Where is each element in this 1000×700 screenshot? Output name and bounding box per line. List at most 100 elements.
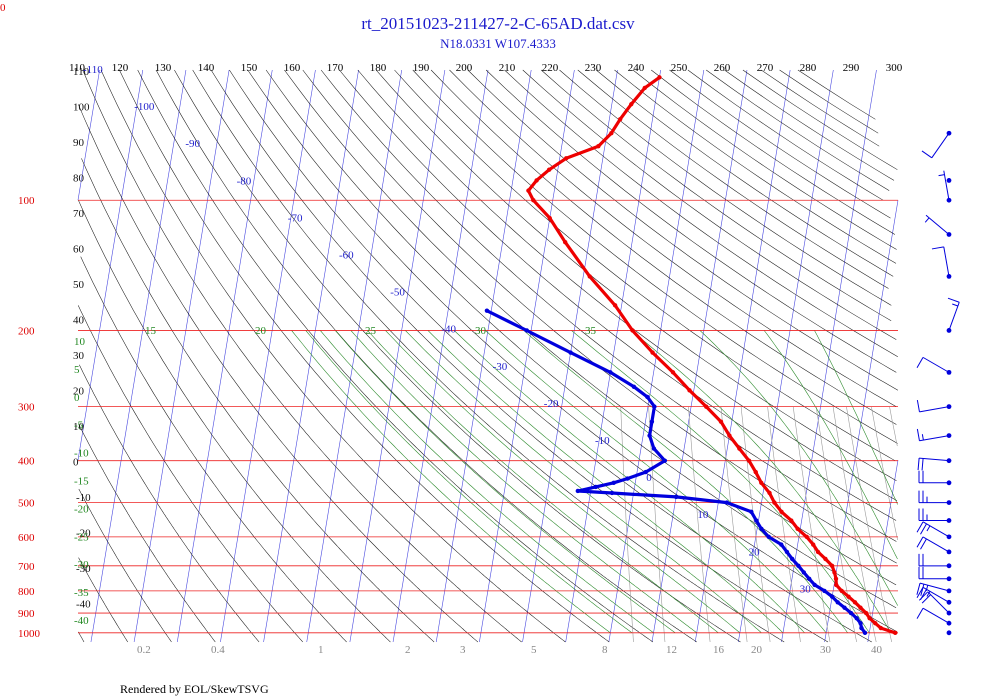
pressure-label: 100 <box>18 195 35 207</box>
isotherm-line <box>220 69 316 643</box>
dry-adiabat-line <box>577 69 889 289</box>
wind-barb <box>916 586 952 605</box>
mixing-ratio-label: 16 <box>713 644 725 656</box>
sounding-point <box>609 490 615 496</box>
dry-adiabat-line <box>669 69 891 219</box>
sounding-point <box>650 350 655 355</box>
saturated-adiabat-label: 15 <box>145 325 157 337</box>
temperature-tick-label: 210 <box>499 62 516 74</box>
saturated-adiabat-line <box>814 330 898 505</box>
wind-barb <box>946 630 952 636</box>
dry-adiabat-line <box>742 69 898 170</box>
saturated-adiabat-label: -20 <box>74 503 89 515</box>
saturated-adiabat-label: -15 <box>74 476 89 488</box>
isotherm-line <box>77 69 100 201</box>
theta-label: 70 <box>73 208 85 220</box>
dry-adiabat-line <box>78 631 85 643</box>
wind-barb-flag <box>917 458 920 471</box>
dry-adiabat-line <box>320 69 897 542</box>
wind-barb-flag <box>921 458 924 471</box>
mixing-ratio-line <box>815 406 857 643</box>
saturated-adiabat-label: -40 <box>74 615 89 627</box>
pressure-label: 500 <box>18 498 35 510</box>
chart-subtitle: N18.0331 W107.4333 <box>440 36 556 51</box>
dry-adiabat-line <box>119 69 610 643</box>
dry-adiabat-line <box>706 69 890 191</box>
wind-barb <box>946 297 960 333</box>
wind-barb-shaft <box>931 132 950 159</box>
sounding-point <box>687 388 692 393</box>
sounding-point <box>810 542 816 547</box>
isotherm-line <box>479 69 575 643</box>
wind-barb-half-flag <box>926 525 931 532</box>
temperature-tick-label: 170 <box>327 62 344 74</box>
dry-adiabat-line <box>78 557 129 643</box>
sounding-point <box>842 605 847 610</box>
sounding-point <box>848 610 854 616</box>
temperature-tick-label: 130 <box>155 62 172 74</box>
dry-adiabat-line <box>302 69 897 564</box>
sounding-point <box>749 509 754 514</box>
mixing-ratio-label: 40 <box>871 644 883 656</box>
sounding-point <box>873 620 878 626</box>
isotherm-label: 30 <box>800 583 812 595</box>
temperature-tick-label: 220 <box>542 62 559 74</box>
temperature-tick-label: 270 <box>757 62 774 74</box>
isotherm-label: -100 <box>134 101 155 113</box>
sounding-point <box>718 419 724 424</box>
sounding-point <box>858 620 863 626</box>
mixing-ratio-line <box>832 406 877 643</box>
temperature-tick-label: 110 <box>69 62 86 74</box>
mixing-ratio-label: 20 <box>751 644 763 656</box>
dry-adiabat-line <box>375 69 897 481</box>
sounding-point <box>563 156 569 161</box>
wind-barb-flag <box>921 594 931 604</box>
pressure-label: 400 <box>18 456 35 468</box>
dry-adiabat-line <box>78 424 216 643</box>
sounding-point <box>617 117 623 122</box>
sounding-point <box>801 570 807 575</box>
wind-barb-shaft <box>922 356 950 373</box>
mixing-ratio-line <box>648 406 666 643</box>
temperature-tick-label: 230 <box>585 62 602 74</box>
dry-adiabat-line <box>596 69 894 277</box>
wind-barb <box>916 521 952 540</box>
temperature-tick-label: 260 <box>714 62 731 74</box>
sounding-point <box>784 549 790 555</box>
dry-adiabat-line <box>192 69 785 643</box>
pressure-label: 200 <box>18 325 35 337</box>
theta-label: 0 <box>73 457 79 469</box>
saturated-adiabat-label: 25 <box>365 325 377 337</box>
sounding-point <box>795 526 800 532</box>
dry-adiabat-line <box>78 200 391 643</box>
dry-adiabat-line <box>77 305 304 643</box>
dry-adiabat-line <box>265 69 897 608</box>
mixing-ratio-line <box>792 406 831 643</box>
wind-barb-shaft <box>919 457 950 462</box>
chart-title: rt_20151023-211427-2-C-65AD.dat.csv <box>361 14 635 33</box>
wind-barb <box>938 170 952 203</box>
wind-barb <box>916 536 952 555</box>
temperature-tick-label: 250 <box>671 62 688 74</box>
wind-barb-flag <box>920 589 927 600</box>
wind-barb-flag <box>916 587 924 598</box>
isotherm-label: -90 <box>185 138 200 150</box>
sounding-point <box>804 534 809 540</box>
sounding-point <box>863 610 869 616</box>
dry-adiabat-line <box>485 69 897 373</box>
temperature-tick-label: 160 <box>284 62 301 74</box>
wind-barb-flag <box>916 399 920 412</box>
wind-barb-flag <box>920 584 925 596</box>
saturated-adiabat-line <box>305 330 633 634</box>
sounding-point <box>629 102 634 107</box>
dry-adiabat-line <box>82 69 522 643</box>
mixing-ratio-label: 1 <box>318 644 324 656</box>
sounding-point <box>647 433 652 438</box>
saturated-adiabat-label: -10 <box>74 448 89 460</box>
sounding-point <box>862 630 868 636</box>
wind-barb-half-flag <box>924 217 930 223</box>
wind-barb <box>918 591 952 616</box>
sounding-point <box>858 605 863 610</box>
temperature-tick-label: 140 <box>198 62 215 74</box>
